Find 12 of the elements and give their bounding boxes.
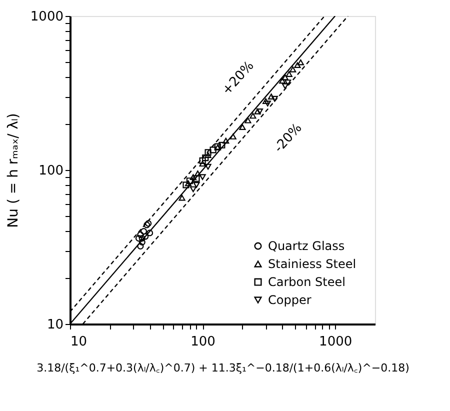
x-axis-title: 3.18/(ξ₁^0.7+0.3(λₗ/λ꜀)^0.7) + 11.3ξ₁^−0.18/(1+0.6(λₗ/λ꜀)^−0.18)	[36, 362, 410, 374]
legend-label: Copper	[268, 293, 312, 307]
x-tick-label: 10	[70, 334, 88, 350]
legend-label: Stainiess Steel	[268, 257, 356, 271]
y-tick-label: 1000	[30, 10, 64, 24]
y-tick-label: 100	[38, 164, 64, 178]
x-tick-label: 1000	[319, 334, 352, 350]
y-axis-title: Nu ( = h rₘₐₓ/ λₗ)	[5, 113, 22, 228]
x-tick-label: 100	[190, 334, 216, 350]
legend-label: Quartz Glass	[268, 239, 345, 253]
legend-label: Carbon Steel	[268, 275, 346, 289]
y-tick-label: 10	[46, 318, 64, 332]
